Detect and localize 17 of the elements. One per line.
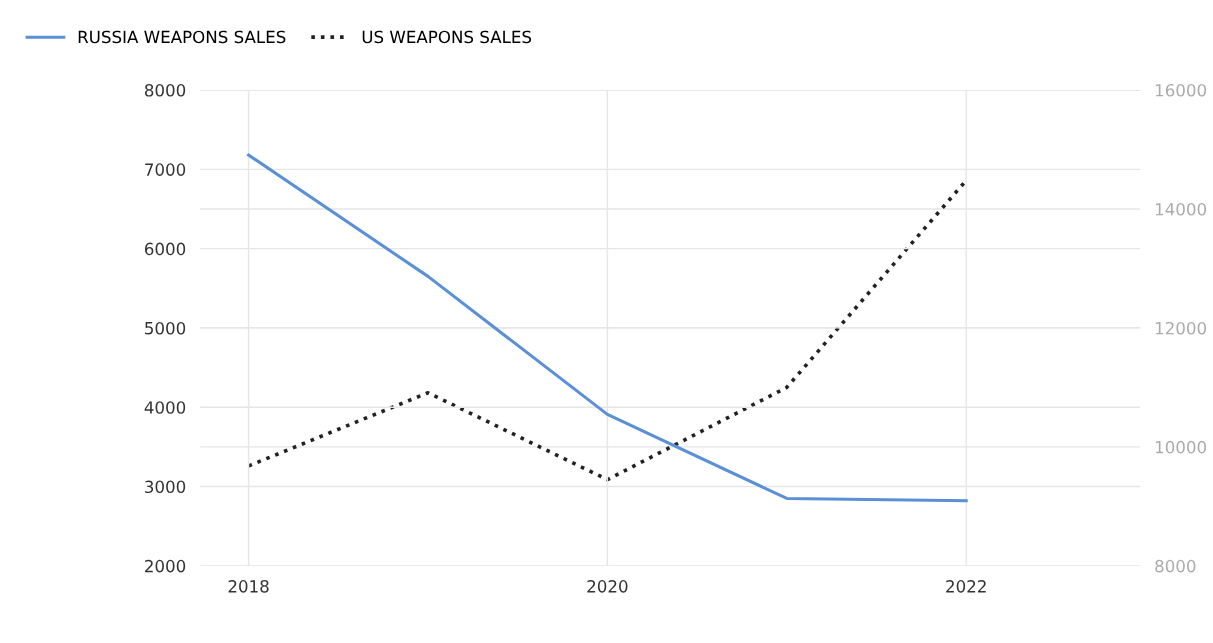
y-tick-label: 5000 — [145, 321, 186, 335]
x-tick-label: 2020 — [587, 580, 628, 593]
y-tick-label: 3000 — [145, 480, 186, 494]
legend-label: US WEAPONS SALES — [362, 30, 532, 44]
y-tick-label: 2000 — [145, 559, 186, 573]
y-tick-label: 6000 — [145, 242, 186, 256]
legend-label: RUSSIA WEAPONS SALES — [78, 30, 286, 44]
y2-tick-label: 8000 — [1155, 559, 1196, 573]
y-tick-label: 7000 — [145, 163, 186, 176]
y-tick-label: 8000 — [144, 83, 186, 97]
x-tick-label: 2018 — [228, 580, 269, 593]
y2-tick-label: 16000 — [1155, 83, 1207, 97]
x-tick-label: 2022 — [946, 580, 986, 593]
y2-tick-label: 14000 — [1155, 202, 1207, 216]
y2-tick-label: 10000 — [1155, 440, 1207, 454]
y-tick-label: 4000 — [144, 401, 186, 414]
y2-tick-label: 12000 — [1155, 321, 1207, 335]
